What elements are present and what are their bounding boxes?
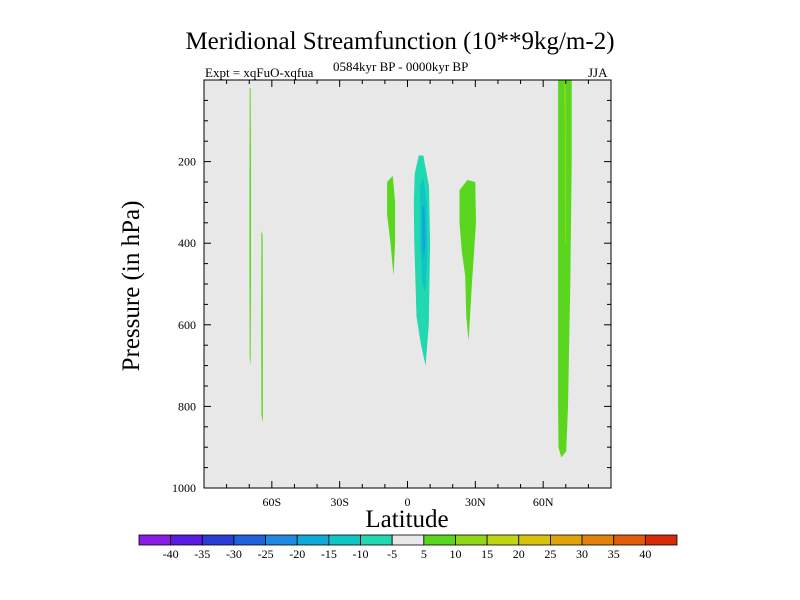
colorbar-swatch <box>328 534 361 546</box>
y-axis-title: Pressure (in hPa) <box>118 201 145 372</box>
colorbar-swatch <box>486 534 520 546</box>
x-tick-label: 30N <box>465 495 486 509</box>
contour-band-70s <box>249 88 251 366</box>
colorbar-swatch <box>455 534 488 546</box>
x-axis-title: Latitude <box>365 506 448 533</box>
colorbar-label: -25 <box>258 547 274 561</box>
y-tick-label: 600 <box>178 318 196 332</box>
colorbar-label: -40 <box>163 547 179 561</box>
contour-blob-25n <box>459 180 476 342</box>
y-tick-label: 800 <box>178 399 196 413</box>
x-tick-label: 30S <box>330 495 349 509</box>
contour-blob-5s <box>387 175 396 276</box>
contour-band-64s <box>261 231 263 423</box>
colorbar-label: -35 <box>194 547 210 561</box>
colorbar-swatch <box>201 534 235 546</box>
contour-band-67n <box>558 80 572 458</box>
experiment-label: Expt = xqFuO-xqfua <box>205 65 314 80</box>
colorbar-label: 30 <box>576 547 588 561</box>
colorbar-swatch <box>138 534 172 546</box>
colorbar-swatch <box>265 534 298 546</box>
colorbar-label: 20 <box>513 547 525 561</box>
colorbar: -40 -35 -30 -25 -20 -15 -10 -5 5 10 15 20 25 30 35 40 <box>138 534 678 561</box>
contour-band-67n-inner <box>564 80 566 244</box>
x-tick-label: 60N <box>533 495 554 509</box>
colorbar-label: -15 <box>321 547 337 561</box>
contour-regions <box>249 80 572 458</box>
season-label: JJA <box>588 65 608 80</box>
colorbar-label: 5 <box>421 547 427 561</box>
y-tick-label: 400 <box>178 236 196 250</box>
x-tick-label: 0 <box>405 495 411 509</box>
colorbar-swatch <box>391 534 425 546</box>
colorbar-swatch <box>423 534 456 546</box>
colorbar-swatch <box>581 534 615 546</box>
plot-background <box>204 80 611 488</box>
period-label: 0584kyr BP - 0000kyr BP <box>333 59 469 74</box>
contour-cell-neg20 <box>422 206 426 260</box>
colorbar-swatch <box>550 534 583 546</box>
y-axis: 200 400 600 800 1000 <box>172 99 611 495</box>
colorbar-label: 15 <box>481 547 493 561</box>
colorbar-label: 35 <box>608 547 620 561</box>
y-tick-label: 200 <box>178 155 196 169</box>
colorbar-label: -30 <box>226 547 242 561</box>
colorbar-label: -5 <box>387 547 397 561</box>
colorbar-swatch <box>518 534 551 546</box>
y-tick-label: 1000 <box>172 481 196 495</box>
colorbar-label: -10 <box>353 547 369 561</box>
x-axis: 60S 30S 0 30N 60N <box>203 80 612 509</box>
colorbar-swatch <box>360 534 393 546</box>
colorbar-label: 10 <box>449 547 461 561</box>
colorbar-label: 40 <box>639 547 651 561</box>
colorbar-swatch <box>170 534 203 546</box>
colorbar-swatch <box>613 534 646 546</box>
colorbar-label: -20 <box>289 547 305 561</box>
x-tick-label: 60S <box>262 495 281 509</box>
chart-title: Meridional Streamfunction (10**9kg/m-2) <box>185 28 615 55</box>
colorbar-label: 25 <box>544 547 556 561</box>
colorbar-swatch <box>644 534 678 546</box>
colorbar-swatch <box>296 534 330 546</box>
colorbar-swatch <box>233 534 266 546</box>
